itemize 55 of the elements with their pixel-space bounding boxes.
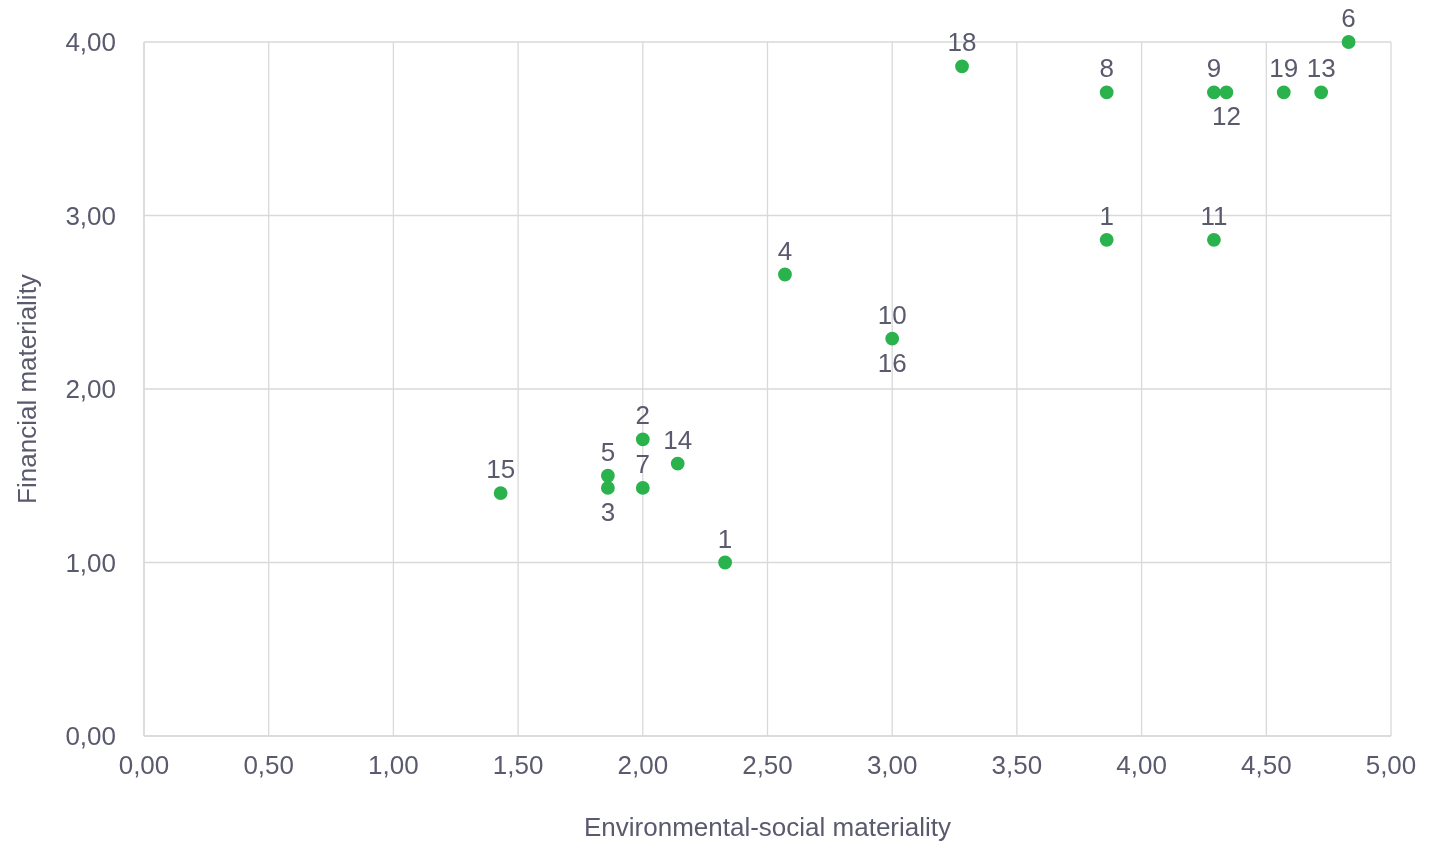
annotation: 11	[1200, 200, 1228, 231]
point	[635, 432, 650, 447]
y-tick-label: 1,00	[65, 547, 116, 578]
x-tick-label: 0,00	[118, 750, 170, 780]
annotation: 15	[486, 454, 516, 485]
annotation: 2	[635, 400, 651, 431]
point	[885, 331, 900, 346]
annotation: 4	[777, 235, 793, 266]
point	[635, 481, 650, 495]
annotation: 5	[600, 436, 616, 467]
x-tick-label: 2,50	[742, 750, 793, 780]
x-axis-title: Environmental-social materiality	[583, 812, 952, 842]
x-tick-label: 2,00	[617, 750, 669, 780]
point	[1207, 232, 1221, 247]
annotation: 1	[717, 523, 733, 554]
point	[600, 481, 615, 495]
point	[1314, 85, 1329, 100]
point	[670, 456, 685, 471]
y-tick-label: 3,00	[65, 200, 116, 231]
x-tick-label: 4,50	[1241, 750, 1292, 780]
point	[1099, 85, 1114, 100]
x-tick-label: 1,00	[368, 750, 419, 780]
point	[955, 59, 969, 74]
x-tick-label: 5,00	[1365, 750, 1417, 780]
point	[1341, 35, 1356, 49]
annotation: 8	[1099, 53, 1114, 84]
point	[1219, 85, 1234, 100]
x-tick-label: 4,00	[1116, 750, 1167, 780]
point	[778, 267, 792, 282]
annotation: 3	[600, 496, 616, 527]
annotation: 14	[663, 424, 693, 455]
y-tick-label: 4,00	[65, 27, 116, 58]
point	[493, 486, 508, 500]
x-tick-label: 1,50	[492, 750, 544, 780]
x-tick-label: 0,50	[243, 750, 294, 780]
y-tick-label: 2,00	[65, 374, 116, 405]
annotation: 9	[1206, 53, 1222, 84]
point	[718, 555, 733, 570]
x-tick-label: 3,00	[866, 750, 918, 780]
point	[1207, 85, 1221, 100]
y-tick-label: 0,00	[65, 721, 116, 752]
annotation: 12	[1211, 101, 1241, 132]
annotation: 19	[1269, 53, 1299, 84]
point	[600, 468, 615, 483]
point	[1099, 232, 1114, 247]
annotation: 1	[1099, 200, 1114, 231]
annotation: 6	[1341, 3, 1356, 34]
annotation: 10	[877, 299, 907, 330]
annotation: 18	[947, 27, 977, 58]
y-axis-title: Financial materiality	[12, 274, 42, 504]
point	[1276, 85, 1291, 100]
x-tick-label: 3,50	[991, 750, 1043, 780]
annotation: 7	[635, 448, 651, 479]
annotation: 16	[877, 347, 907, 378]
annotation: 13	[1306, 53, 1336, 84]
